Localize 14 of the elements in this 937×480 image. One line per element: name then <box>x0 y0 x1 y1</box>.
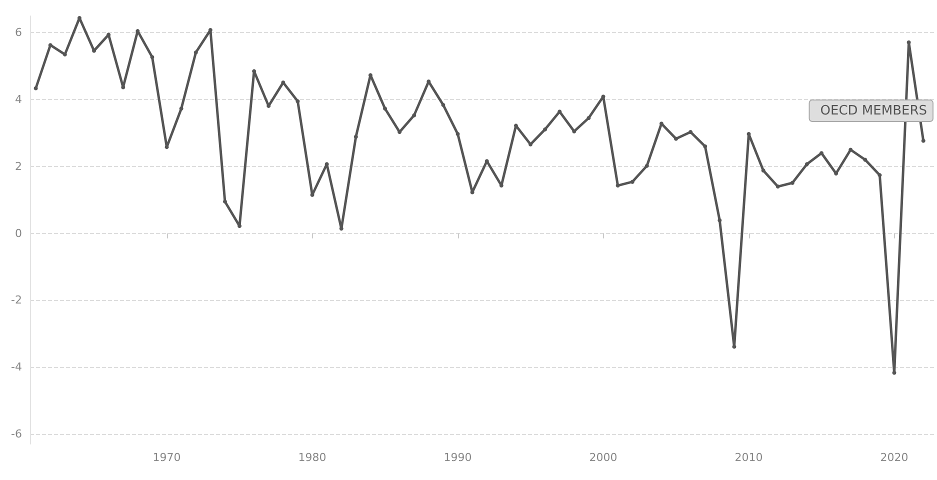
y-tick-label: 0 <box>15 226 22 240</box>
x-tick-label: 2000 <box>589 451 618 464</box>
y-tick-label: -2 <box>11 294 22 307</box>
x-tick-label: 1990 <box>444 451 472 464</box>
y-tick-label: 2 <box>15 160 22 173</box>
x-tick-label: 2010 <box>734 451 763 464</box>
x-tick-label: 2020 <box>880 451 908 464</box>
y-tick-label: 6 <box>15 26 22 40</box>
x-tick-label: 1970 <box>152 451 181 464</box>
y-tick-label: -4 <box>11 360 22 374</box>
x-tick-label: 1980 <box>298 451 326 464</box>
y-tick-label: 4 <box>15 93 22 106</box>
y-tick-label: -6 <box>11 427 22 440</box>
series-label: OECD MEMBERS <box>820 104 928 118</box>
